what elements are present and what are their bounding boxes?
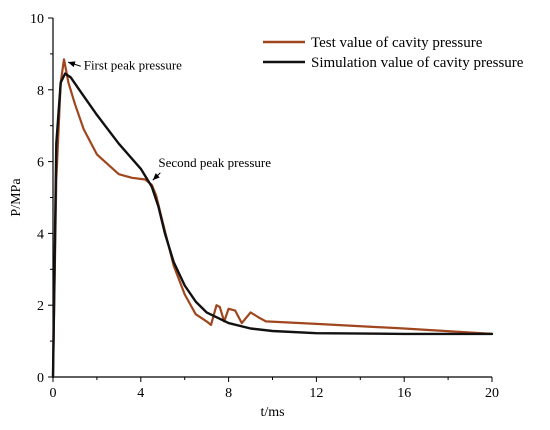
x-tick-label: 16 (397, 386, 411, 401)
y-axis-label: P/MPa (9, 178, 24, 217)
x-tick-label: 20 (485, 386, 499, 401)
x-tick-label: 4 (137, 386, 144, 401)
series-lines (51, 58, 494, 379)
legend-label-test: Test value of cavity pressure (311, 35, 483, 51)
legend: Test value of cavity pressure Simulation … (263, 35, 524, 71)
simulation-value-series-line (51, 72, 494, 379)
annotations: First peak pressure Second peak pressure (67, 57, 271, 181)
second-peak-label: Second peak pressure (158, 155, 271, 170)
y-tick-label: 4 (37, 227, 44, 242)
y-tick-label: 10 (30, 12, 44, 27)
y-tick-label: 0 (37, 371, 44, 386)
first-peak-label: First peak pressure (84, 57, 182, 72)
x-tick-label: 8 (225, 386, 232, 401)
axes: 0 4 8 12 16 20 0 2 4 6 8 10 t/ms P/MPa (9, 12, 499, 420)
x-tick-label: 0 (50, 386, 57, 401)
second-peak-arrow (152, 172, 161, 181)
x-axis-label: t/ms (260, 405, 284, 420)
y-tick-label: 2 (37, 299, 44, 314)
y-tick-label: 6 (37, 156, 44, 171)
legend-label-simulation: Simulation value of cavity pressure (311, 55, 524, 71)
y-tick-label: 8 (37, 84, 44, 99)
first-peak-arrow (67, 61, 81, 68)
x-tick-label: 12 (309, 386, 323, 401)
test-value-series-line (51, 58, 494, 379)
